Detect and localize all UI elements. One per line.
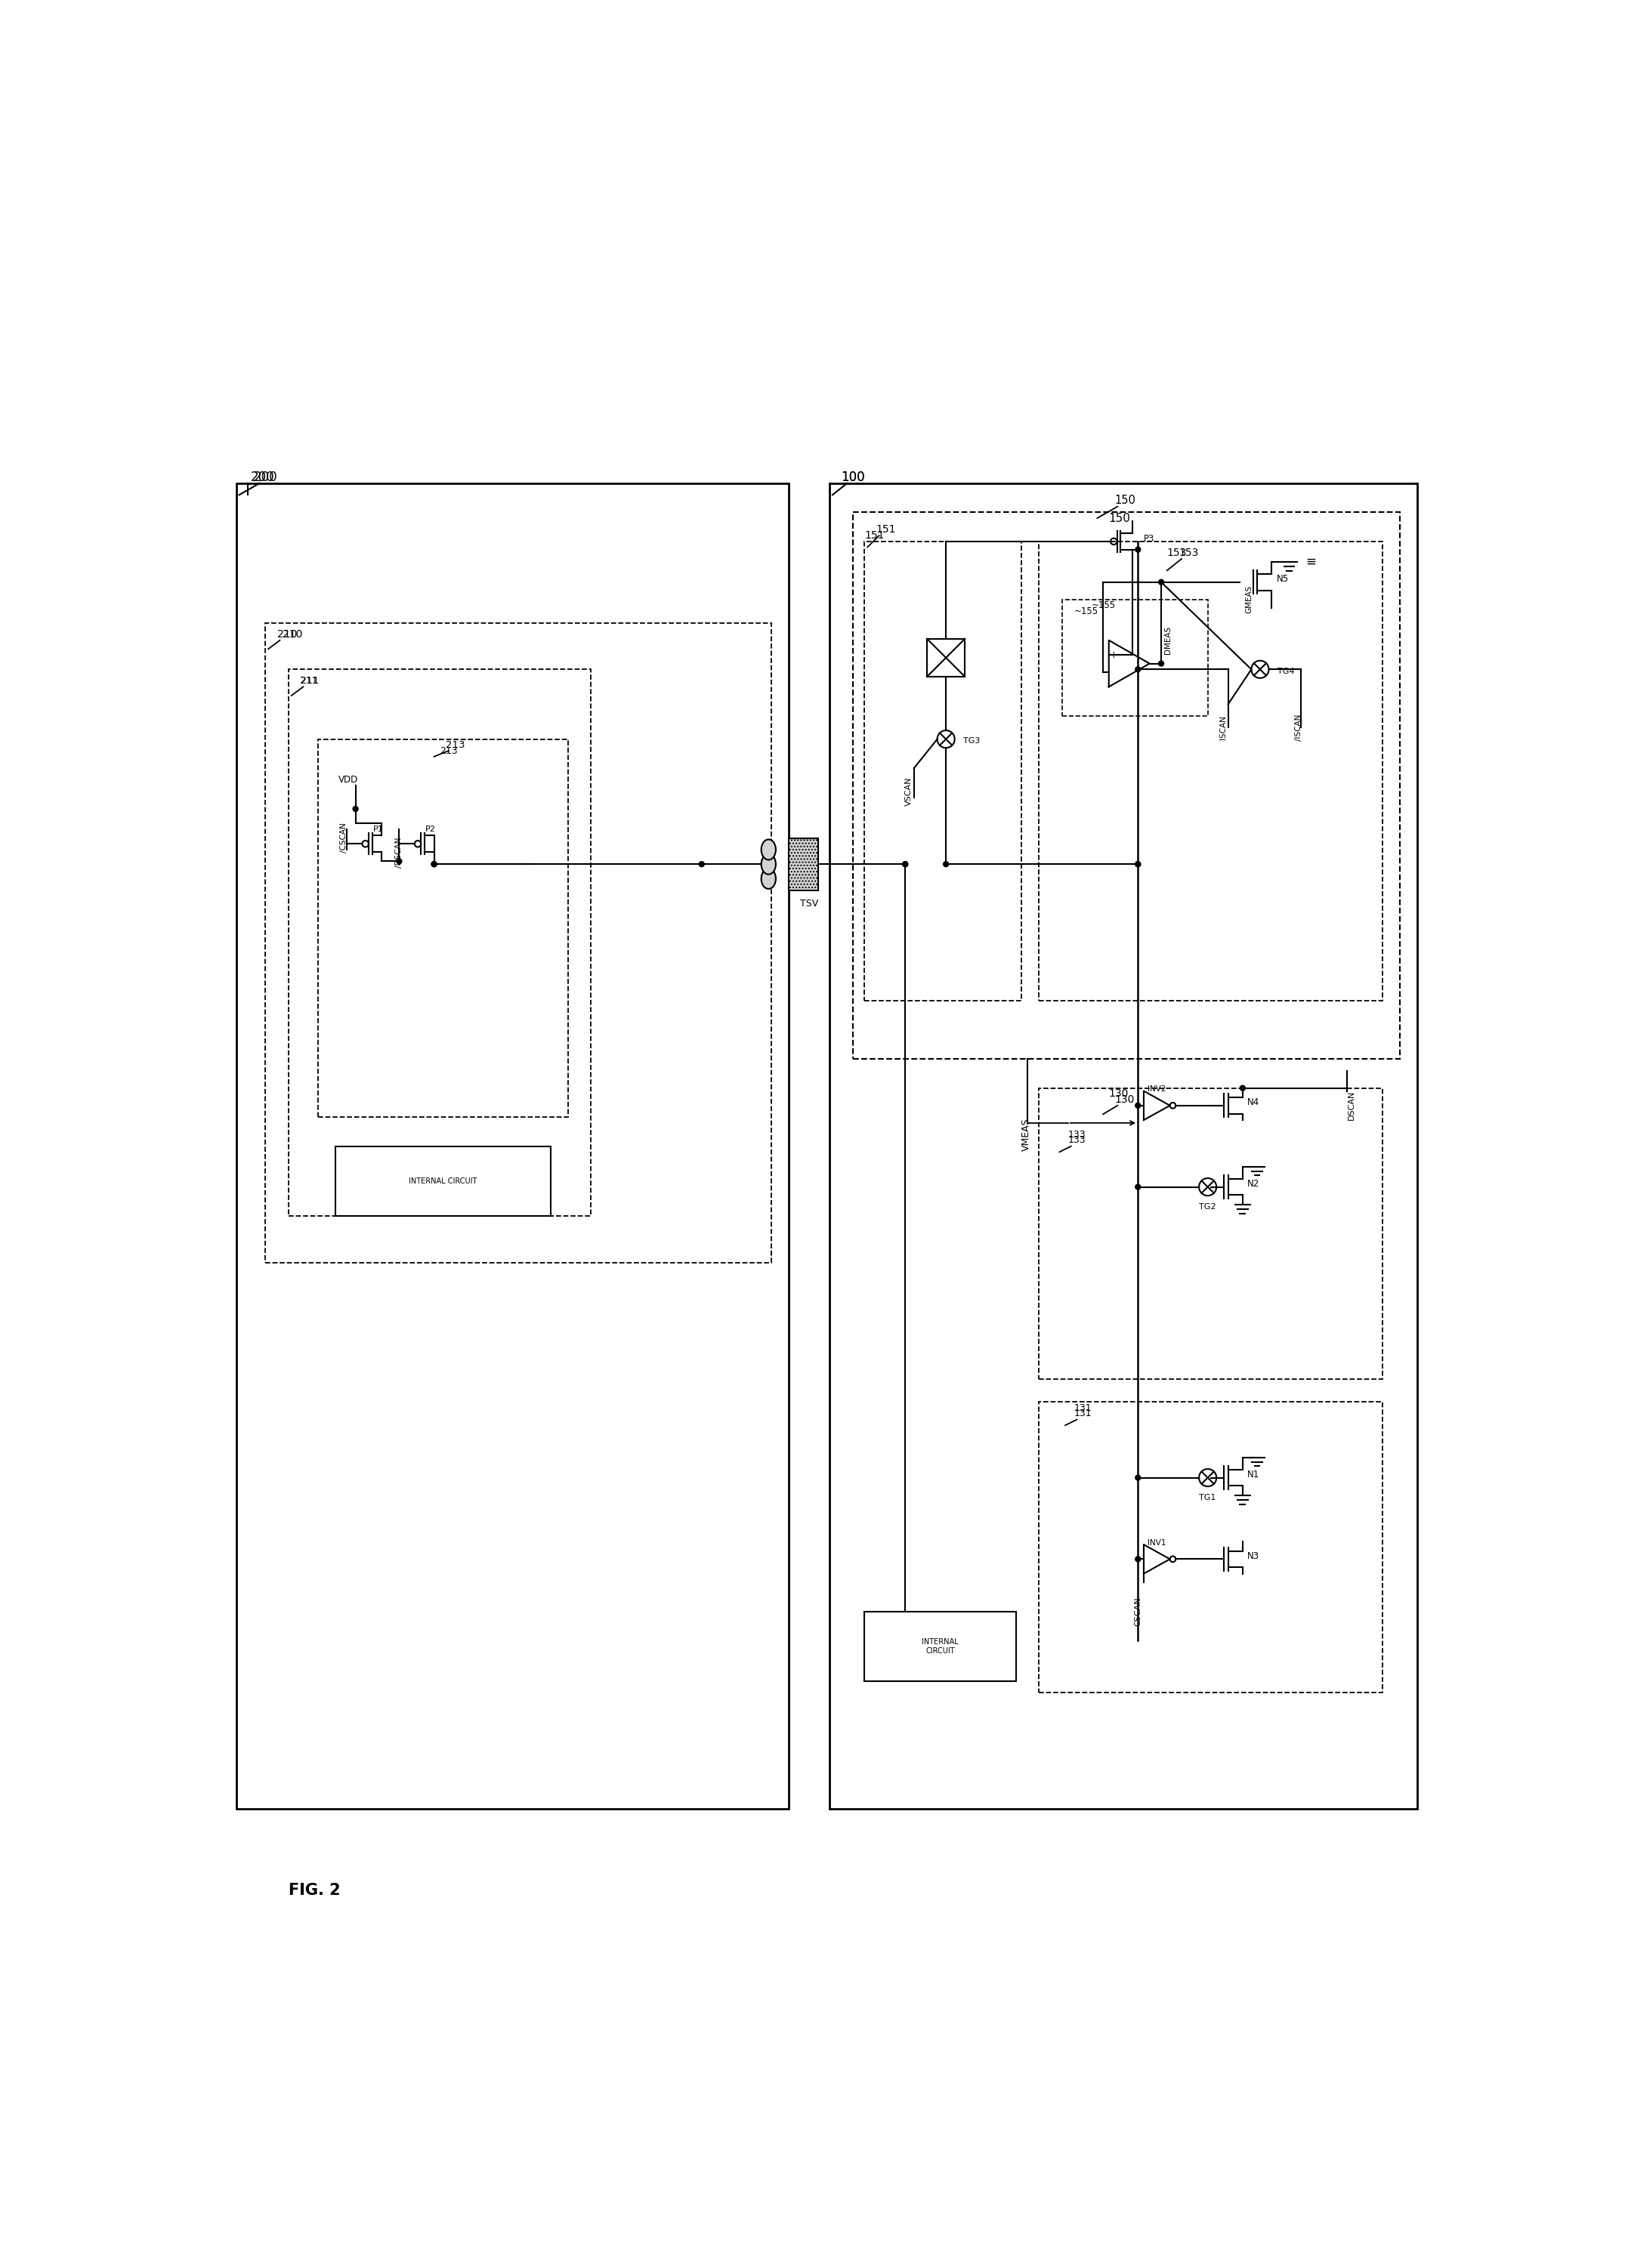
Bar <box>926 640 965 676</box>
Text: 131: 131 <box>1074 1404 1092 1413</box>
Text: DSCAN: DSCAN <box>1347 1091 1355 1120</box>
Text: DMEAS: DMEAS <box>1164 626 1172 653</box>
Circle shape <box>431 862 437 866</box>
Text: 150: 150 <box>1115 494 1136 506</box>
Text: TG3: TG3 <box>964 737 980 744</box>
Text: VDD: VDD <box>338 776 357 785</box>
Circle shape <box>1136 1556 1141 1563</box>
Text: 213: 213 <box>440 746 458 755</box>
Text: TG1: TG1 <box>1199 1495 1215 1501</box>
Circle shape <box>353 807 358 812</box>
Text: 131: 131 <box>1074 1408 1092 1418</box>
Circle shape <box>1136 1474 1141 1481</box>
Text: TG2: TG2 <box>1199 1204 1215 1211</box>
Text: P2: P2 <box>426 826 436 832</box>
Circle shape <box>944 862 949 866</box>
Text: /CSCAN: /CSCAN <box>340 823 348 853</box>
Text: N4: N4 <box>1248 1098 1259 1107</box>
Text: 151: 151 <box>864 531 884 540</box>
Circle shape <box>902 862 908 866</box>
Text: TG4: TG4 <box>1277 667 1295 676</box>
Text: N2: N2 <box>1248 1179 1259 1188</box>
Text: 130: 130 <box>1115 1095 1134 1105</box>
Circle shape <box>699 862 704 866</box>
Circle shape <box>1159 581 1164 585</box>
Text: FIG. 2: FIG. 2 <box>289 1882 341 1898</box>
Text: CSCAN: CSCAN <box>1134 1597 1142 1626</box>
Text: ≡: ≡ <box>1305 556 1316 569</box>
Ellipse shape <box>760 839 775 860</box>
Ellipse shape <box>760 869 775 889</box>
Bar <box>236 483 788 1810</box>
Text: INV1: INV1 <box>1147 1540 1165 1547</box>
Bar <box>1038 542 1383 1000</box>
Text: 100: 100 <box>842 472 864 485</box>
Circle shape <box>1136 1184 1141 1188</box>
Text: 213: 213 <box>445 739 465 751</box>
Circle shape <box>1136 862 1141 866</box>
Text: +: + <box>1110 651 1118 660</box>
Bar <box>853 513 1399 1059</box>
Bar <box>318 739 567 1118</box>
Text: INTERNAL CIRCUIT: INTERNAL CIRCUIT <box>408 1177 476 1184</box>
Text: INTERNAL
CIRCUIT: INTERNAL CIRCUIT <box>921 1637 959 1653</box>
Text: ~155: ~155 <box>1092 601 1116 610</box>
Text: 210: 210 <box>276 628 297 640</box>
Text: /DSCAN: /DSCAN <box>395 837 403 869</box>
Text: 153: 153 <box>1167 549 1186 558</box>
Text: P3: P3 <box>1144 533 1155 544</box>
Text: N1: N1 <box>1248 1470 1259 1479</box>
Circle shape <box>1159 660 1164 667</box>
Text: 210: 210 <box>283 628 302 640</box>
Circle shape <box>1240 1086 1245 1091</box>
Text: 153: 153 <box>1178 549 1199 558</box>
Bar <box>265 624 772 1263</box>
Text: 130: 130 <box>1108 1089 1129 1100</box>
Circle shape <box>1136 667 1141 671</box>
Circle shape <box>902 862 908 866</box>
Text: 100: 100 <box>842 472 864 485</box>
Bar <box>788 837 817 891</box>
Text: /ISCAN: /ISCAN <box>1295 714 1303 742</box>
Text: P1: P1 <box>374 826 383 832</box>
Text: INV2: INV2 <box>1147 1086 1165 1093</box>
Text: ISCAN: ISCAN <box>1219 714 1227 739</box>
Ellipse shape <box>760 855 775 875</box>
Text: 200: 200 <box>250 472 275 485</box>
Text: TSV: TSV <box>799 898 819 909</box>
Text: 133: 133 <box>1068 1129 1086 1139</box>
Text: N3: N3 <box>1248 1551 1259 1560</box>
Text: 133: 133 <box>1068 1136 1086 1145</box>
Circle shape <box>1136 547 1141 551</box>
Text: VMEAS: VMEAS <box>1022 1118 1032 1152</box>
Text: 150: 150 <box>1108 513 1131 524</box>
Text: VSCAN: VSCAN <box>905 778 913 805</box>
Bar <box>1063 599 1207 717</box>
Bar <box>289 669 591 1216</box>
Text: 151: 151 <box>876 524 895 535</box>
Text: 211: 211 <box>301 676 320 685</box>
Bar <box>830 483 1417 1810</box>
Text: ~155: ~155 <box>1074 606 1099 617</box>
Circle shape <box>431 862 437 866</box>
Text: 200: 200 <box>253 472 278 485</box>
Bar <box>864 542 1022 1000</box>
Circle shape <box>396 860 401 864</box>
Bar <box>1038 1402 1383 1692</box>
Bar <box>864 1613 1016 1681</box>
Text: GMEAS: GMEAS <box>1245 585 1253 615</box>
Text: N5: N5 <box>1276 574 1289 585</box>
Circle shape <box>1136 862 1141 866</box>
Bar <box>1038 1089 1383 1379</box>
Circle shape <box>1136 1102 1141 1109</box>
Text: 211: 211 <box>301 676 318 685</box>
Bar <box>335 1145 551 1216</box>
